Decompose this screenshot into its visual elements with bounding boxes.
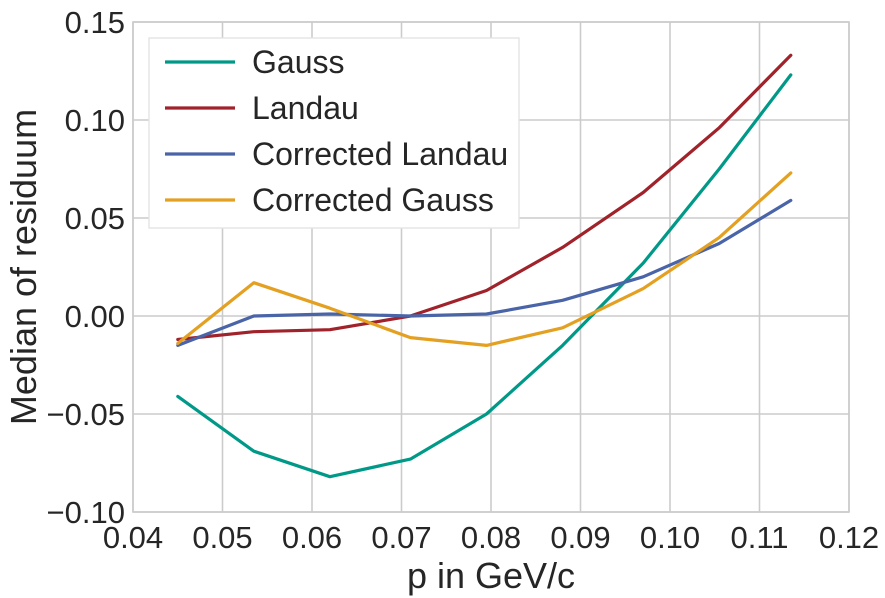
x-tick-label: 0.11 (730, 520, 788, 555)
legend-box (148, 37, 520, 229)
series-line-corrected-gauss (176, 171, 793, 347)
x-tick-label: 0.06 (282, 520, 342, 555)
y-tick-label: −0.05 (47, 397, 125, 432)
y-tick-label: −0.10 (47, 495, 125, 530)
legend-label-landau: Landau (252, 90, 359, 126)
x-tick-label: 0.05 (192, 520, 252, 555)
legend-label-gauss: Gauss (252, 44, 344, 80)
legend-label-corrected-landau: Corrected Landau (252, 136, 508, 172)
y-axis-label: Median of residuum (3, 109, 44, 425)
x-tick-label: 0.08 (461, 520, 521, 555)
x-tick-label: 0.10 (640, 520, 700, 555)
x-tick-label: 0.09 (550, 520, 610, 555)
x-tick-label: 0.12 (819, 520, 879, 555)
series-line-gauss (176, 73, 793, 479)
x-tick-label: 0.07 (371, 520, 431, 555)
series-line-landau (176, 53, 793, 342)
legend: Gauss Landau Corrected Landau Corrected Gau… (148, 37, 520, 229)
tick-labels: 0.04 0.05 0.06 0.07 0.08 0.09 0.10 0.11 0.12 −0.1… (47, 5, 880, 555)
y-tick-label: 0.00 (65, 299, 125, 334)
y-tick-label: 0.10 (65, 103, 125, 138)
x-tick-label: 0.04 (103, 520, 163, 555)
legend-label-corrected-gauss: Corrected Gauss (252, 182, 494, 218)
series-layer (176, 53, 793, 479)
x-axis-label: p in GeV/c (407, 555, 575, 596)
y-tick-label: 0.15 (65, 5, 125, 40)
y-tick-label: 0.05 (65, 201, 125, 236)
